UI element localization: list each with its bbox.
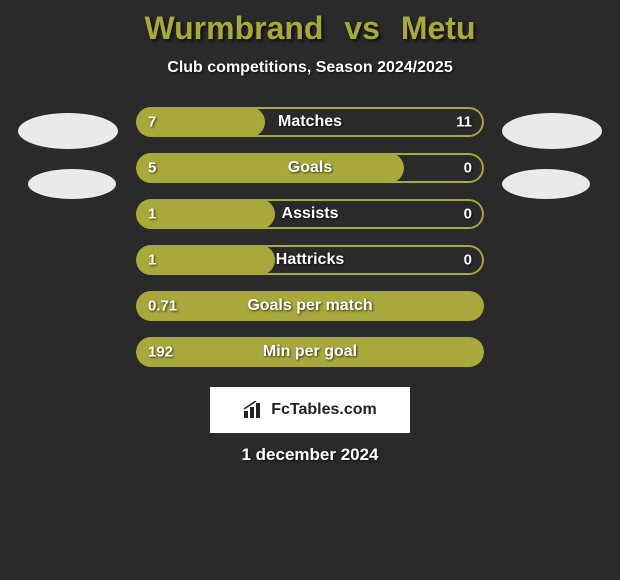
bar-label: Goals <box>288 159 332 177</box>
bar-row: 5 Goals 0 <box>136 153 484 183</box>
bar-row: 1 Assists 0 <box>136 199 484 229</box>
title-vs: vs <box>344 10 380 46</box>
logo-text: FcTables.com <box>271 401 377 419</box>
bar-row: 192 Min per goal <box>136 337 484 367</box>
bar-value-left: 1 <box>148 206 156 223</box>
subtitle: Club competitions, Season 2024/2025 <box>0 59 620 77</box>
bar-row: 0.71 Goals per match <box>136 291 484 321</box>
title-player2: Metu <box>401 10 476 46</box>
comparison-bars: 7 Matches 11 5 Goals 0 1 Assists 0 1 Hattricks 0 0.7… <box>136 107 484 367</box>
bar-fill <box>136 245 275 275</box>
bar-row: 7 Matches 11 <box>136 107 484 137</box>
main-area: 7 Matches 11 5 Goals 0 1 Assists 0 1 Hattricks 0 0.7… <box>0 107 620 367</box>
player1-club-avatar <box>28 169 116 199</box>
player2-avatar <box>502 113 602 149</box>
bar-label: Min per goal <box>263 343 357 361</box>
bar-value-right: 0 <box>464 206 472 223</box>
bar-value-right: 0 <box>464 252 472 269</box>
bar-value-left: 7 <box>148 114 156 131</box>
bar-value-left: 0.71 <box>148 298 177 315</box>
bar-row: 1 Hattricks 0 <box>136 245 484 275</box>
bar-label: Goals per match <box>247 297 372 315</box>
bar-fill <box>136 199 275 229</box>
fctables-logo: FcTables.com <box>210 387 410 433</box>
title-player1: Wurmbrand <box>145 10 324 46</box>
page-title: Wurmbrand vs Metu <box>0 10 620 47</box>
avatar-col-right <box>502 107 602 199</box>
bar-value-right: 11 <box>456 114 472 131</box>
player1-avatar <box>18 113 118 149</box>
bar-label: Hattricks <box>276 251 344 269</box>
bar-value-left: 5 <box>148 160 156 177</box>
bar-label: Matches <box>278 113 342 131</box>
root: Wurmbrand vs Metu Club competitions, Sea… <box>0 0 620 465</box>
bar-value-left: 1 <box>148 252 156 269</box>
avatar-col-left <box>18 107 118 199</box>
generated-date: 1 december 2024 <box>0 445 620 465</box>
bar-value-left: 192 <box>148 344 173 361</box>
player2-club-avatar <box>502 169 590 199</box>
logo-chart-icon <box>243 401 265 419</box>
bar-fill <box>136 153 404 183</box>
bar-value-right: 0 <box>464 160 472 177</box>
bar-label: Assists <box>282 205 339 223</box>
